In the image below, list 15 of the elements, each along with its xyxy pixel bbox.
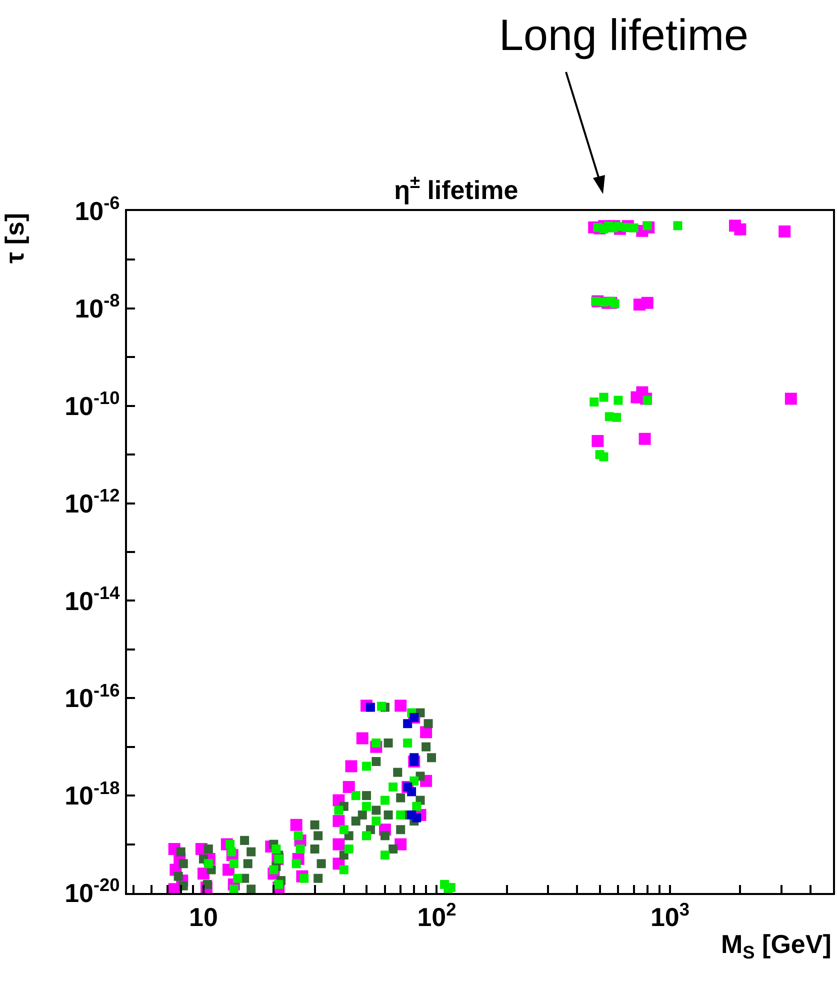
chart-title: η$^{±}$ lifetime [394,172,518,206]
x-tick-label: 10$^{2}$ [417,899,456,932]
y-tick-label: 10$^{-6}$ [74,193,120,226]
y-tick-label: 10$^{-18}$ [64,778,120,811]
x-tick-label: 10 [189,902,218,932]
y-axis-title: τ [s] [0,212,30,264]
y-tick-label: 10$^{-10}$ [64,388,120,421]
y-tick-label: 10$^{-16}$ [64,680,120,714]
y-tick-label: 10$^{-8}$ [74,290,120,324]
y-tick-label: 10$^{-12}$ [64,485,120,518]
text: Long lifetime [499,11,748,60]
x-tick-label: 10$^{3}$ [650,899,690,932]
y-tick-label: 10$^{-14}$ [64,582,121,616]
x-axis-title: M$_{S}$ [GeV] [721,929,832,962]
y-tick-label: 10$^{-20}$ [64,875,120,908]
